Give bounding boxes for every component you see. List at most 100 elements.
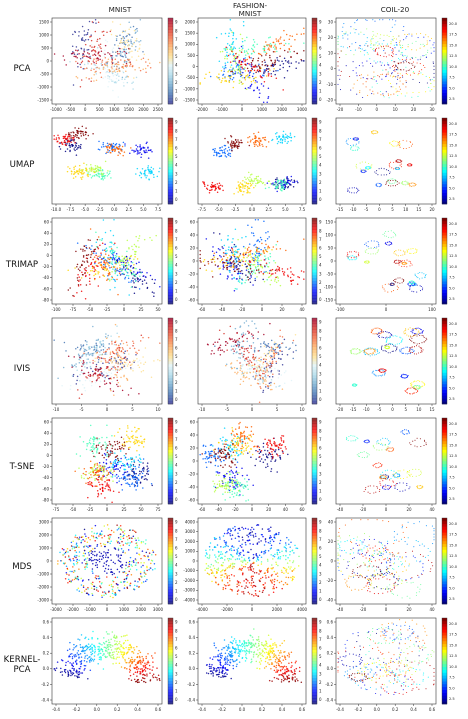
- scatter-point: [406, 57, 408, 59]
- scatter-point: [208, 71, 211, 74]
- scatter-point: [401, 282, 403, 284]
- scatter-point: [372, 133, 374, 135]
- row-label-pca: PCA: [13, 64, 31, 74]
- scatter-point: [268, 382, 271, 385]
- scatter-point: [108, 78, 111, 80]
- scatter-point: [83, 30, 86, 32]
- scatter-point: [403, 26, 405, 28]
- scatter-point: [263, 280, 266, 283]
- scatter-point: [123, 41, 125, 43]
- scatter-point: [221, 80, 223, 82]
- scatter-point: [244, 281, 246, 284]
- scatter-point: [84, 39, 87, 41]
- scatter-point: [267, 75, 270, 77]
- scatter-point: [352, 61, 354, 63]
- scatter-point: [263, 59, 266, 61]
- scatter-point: [78, 361, 81, 364]
- scatter-point: [397, 277, 399, 279]
- scatter-point: [407, 33, 409, 36]
- scatter-point: [115, 262, 118, 264]
- scatter-point: [101, 375, 104, 377]
- scatter-point: [113, 62, 115, 64]
- scatter-point: [396, 288, 399, 291]
- scatter-point: [98, 276, 101, 278]
- scatter-point: [128, 281, 130, 283]
- scatter-point: [86, 343, 88, 346]
- scatter-point: [124, 278, 126, 280]
- scatter-point: [72, 84, 75, 86]
- scatter-point: [91, 370, 94, 373]
- scatter-point: [424, 45, 426, 47]
- scatter-point: [126, 41, 129, 44]
- colorbar-segment: [168, 183, 173, 188]
- scatter-point: [85, 246, 88, 249]
- scatter-point: [365, 260, 368, 262]
- scatter-point: [425, 54, 427, 56]
- colorbar-tick-label: 2: [175, 280, 178, 285]
- scatter-point: [277, 40, 280, 43]
- scatter-point: [253, 253, 256, 255]
- scatter-point: [138, 237, 140, 240]
- colorbar-segment: [168, 386, 173, 390]
- scatter-point: [232, 40, 235, 43]
- colorbar-segment: [312, 95, 317, 99]
- scatter-point: [102, 77, 104, 80]
- scatter-point: [287, 51, 289, 53]
- scatter-point: [358, 141, 360, 143]
- colorbar-segment: [168, 23, 173, 27]
- scatter-point: [241, 264, 244, 267]
- scatter-point: [352, 70, 354, 72]
- scatter-point: [104, 383, 106, 385]
- scatter-point: [240, 139, 242, 142]
- scatter-point: [89, 270, 92, 272]
- scatter-point: [88, 354, 91, 356]
- scatter-point: [117, 363, 119, 365]
- colorbar-segment: [168, 166, 173, 170]
- scatter-point: [394, 262, 396, 264]
- colorbar-segment: [168, 301, 173, 305]
- scatter-point: [76, 50, 79, 52]
- scatter-point: [129, 269, 131, 271]
- scatter-point: [154, 278, 156, 281]
- y-tick-label: 0: [46, 253, 49, 258]
- scatter-point: [80, 135, 83, 137]
- scatter-point: [151, 150, 153, 153]
- scatter-point: [146, 271, 148, 274]
- scatter-point: [231, 78, 234, 81]
- scatter-point: [402, 139, 404, 141]
- colorbar-tick-label: 1: [175, 389, 178, 394]
- scatter-point: [366, 166, 368, 168]
- scatter-point: [232, 68, 235, 70]
- scatter-point: [80, 48, 83, 50]
- scatter-point: [284, 133, 287, 135]
- scatter-point: [148, 172, 150, 174]
- scatter-point: [111, 72, 114, 75]
- scatter-point: [88, 361, 91, 364]
- scatter-point: [229, 53, 231, 55]
- scatter-point: [297, 181, 299, 184]
- colorbar-segment: [168, 335, 173, 339]
- colorbar-tick-label: 9: [175, 320, 178, 325]
- scatter-point: [89, 365, 92, 368]
- scatter-point: [370, 167, 372, 169]
- scatter-point: [262, 272, 265, 275]
- scatter-point: [401, 52, 403, 54]
- scatter-point: [68, 132, 70, 134]
- scatter-point: [87, 29, 90, 31]
- scatter-point: [226, 259, 228, 261]
- scatter-point: [138, 174, 141, 177]
- scatter-point: [367, 78, 369, 80]
- scatter-point: [260, 259, 262, 262]
- scatter-point: [81, 393, 83, 395]
- scatter-point: [396, 262, 398, 264]
- x-tick-label: -60: [199, 307, 206, 312]
- scatter-point: [103, 261, 105, 263]
- scatter-point: [139, 151, 141, 154]
- colorbar-tick-label: 7.5: [449, 176, 455, 180]
- scatter-point: [110, 55, 112, 57]
- scatter-point: [120, 356, 122, 358]
- scatter-point: [74, 165, 77, 167]
- scatter-point: [224, 55, 226, 58]
- scatter-point: [382, 233, 384, 235]
- scatter-point: [387, 230, 389, 232]
